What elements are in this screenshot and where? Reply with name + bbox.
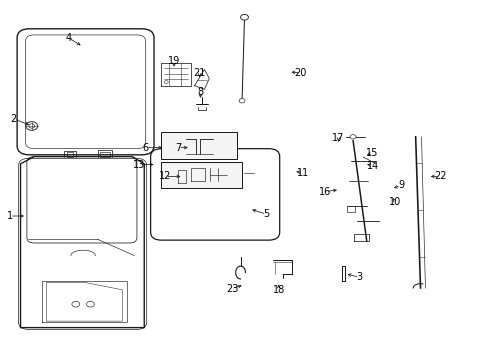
Text: 14: 14 bbox=[366, 161, 378, 171]
Text: 8: 8 bbox=[197, 87, 203, 97]
Circle shape bbox=[240, 14, 248, 20]
Text: 7: 7 bbox=[175, 143, 181, 153]
Bar bbox=[161, 162, 242, 188]
Text: 20: 20 bbox=[294, 68, 306, 78]
Polygon shape bbox=[20, 157, 144, 328]
Text: 5: 5 bbox=[263, 209, 269, 219]
Text: 13: 13 bbox=[133, 159, 145, 170]
Text: 15: 15 bbox=[366, 148, 378, 158]
Text: 9: 9 bbox=[397, 180, 403, 190]
Text: 12: 12 bbox=[159, 171, 171, 181]
Text: 1: 1 bbox=[7, 211, 13, 221]
Circle shape bbox=[349, 135, 355, 139]
Bar bbox=[100, 152, 110, 157]
Circle shape bbox=[26, 122, 38, 130]
Text: 17: 17 bbox=[331, 133, 344, 143]
Text: 10: 10 bbox=[388, 197, 401, 207]
Bar bbox=[161, 132, 237, 159]
Text: 23: 23 bbox=[225, 284, 238, 294]
Text: 6: 6 bbox=[142, 143, 148, 153]
Text: 4: 4 bbox=[65, 33, 71, 43]
Text: 16: 16 bbox=[318, 186, 331, 197]
Circle shape bbox=[239, 99, 244, 103]
Text: 22: 22 bbox=[433, 171, 446, 181]
Text: 21: 21 bbox=[193, 68, 205, 78]
Text: 3: 3 bbox=[356, 272, 362, 282]
Text: 18: 18 bbox=[272, 285, 285, 295]
Text: 11: 11 bbox=[296, 168, 309, 178]
Text: 19: 19 bbox=[167, 56, 180, 66]
Bar bbox=[67, 152, 73, 157]
Text: 2: 2 bbox=[11, 114, 17, 124]
